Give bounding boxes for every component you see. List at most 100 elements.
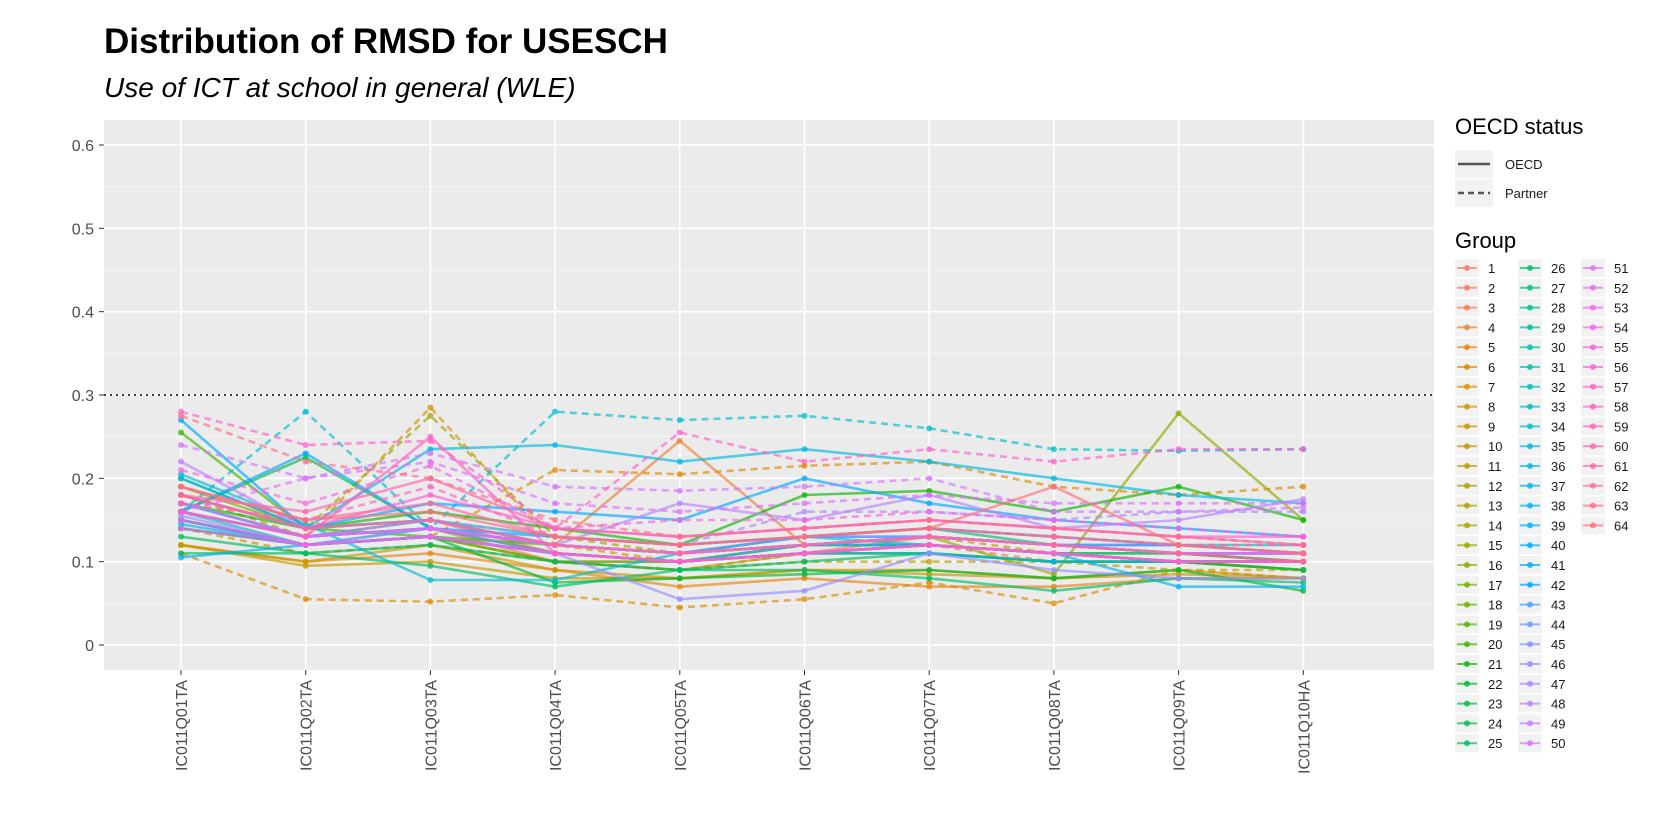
- legend-key-point: [1527, 562, 1533, 568]
- data-point: [178, 492, 184, 498]
- data-point: [926, 492, 933, 498]
- data-point: [1300, 496, 1307, 503]
- data-point: [801, 587, 808, 594]
- data-point: [676, 471, 683, 478]
- x-tick-label: IC011Q01TA: [174, 680, 191, 771]
- legend-label: 37: [1551, 479, 1565, 494]
- legend-label: 27: [1551, 281, 1565, 296]
- data-point: [302, 508, 309, 515]
- legend-key-point: [1590, 403, 1596, 410]
- data-point: [676, 533, 683, 540]
- data-point: [302, 525, 309, 532]
- x-tick-label: IC011Q07TA: [922, 680, 939, 771]
- legend-key-point: [1464, 720, 1470, 727]
- legend-key-point: [1527, 482, 1533, 489]
- legend-key-point: [1527, 304, 1533, 311]
- data-point: [552, 508, 559, 515]
- legend-title-group: Group: [1455, 228, 1516, 253]
- data-point: [427, 500, 434, 507]
- legend-label: 56: [1614, 360, 1628, 375]
- legend-label: 54: [1614, 320, 1628, 335]
- legend-label: 5: [1488, 340, 1495, 355]
- data-point: [1050, 458, 1057, 465]
- data-point: [676, 596, 683, 603]
- x-tick-label: IC011Q08TA: [1047, 680, 1064, 771]
- data-point: [1175, 525, 1182, 532]
- series-line: [180, 485, 1304, 555]
- legend-key-point: [1590, 383, 1596, 390]
- legend-label: 61: [1614, 459, 1628, 474]
- legend-label: 6: [1488, 360, 1495, 375]
- data-point: [552, 533, 559, 540]
- data-point: [427, 450, 434, 457]
- data-point: [1050, 533, 1057, 540]
- series-line: [180, 464, 1304, 538]
- data-point: [1050, 446, 1057, 453]
- x-tick-label: IC011Q09TA: [1172, 680, 1189, 771]
- data-point: [676, 437, 683, 444]
- data-point: [676, 417, 683, 423]
- data-point: [427, 598, 434, 605]
- legend-label: 49: [1551, 716, 1565, 731]
- legend-key-point: [1464, 443, 1470, 450]
- legend-label: 53: [1614, 301, 1628, 316]
- data-point: [1050, 567, 1057, 573]
- legend-key-point: [1464, 383, 1470, 390]
- series-line: [180, 460, 1304, 547]
- data-point: [1175, 410, 1182, 417]
- data-point: [427, 542, 434, 548]
- legend-key-point: [1464, 364, 1470, 370]
- data-point: [302, 596, 309, 603]
- y-tick-label: 0: [85, 638, 94, 655]
- x-tick-label: IC011Q04TA: [548, 680, 565, 771]
- series-group: [178, 442, 1307, 532]
- data-point: [552, 577, 559, 583]
- series-group: [178, 483, 1307, 557]
- data-point: [1300, 558, 1307, 565]
- series-line: [180, 414, 1304, 547]
- legend-label: 38: [1551, 499, 1565, 514]
- legend: OECD statusOECDPartnerGroup1234567891011…: [1455, 114, 1628, 753]
- data-point: [676, 567, 683, 573]
- data-point: [302, 454, 309, 461]
- data-point: [1050, 475, 1057, 482]
- legend-label: 7: [1488, 380, 1495, 395]
- data-point: [1175, 571, 1182, 578]
- data-point: [427, 404, 434, 411]
- data-point: [427, 483, 434, 490]
- data-point: [178, 483, 184, 490]
- legend-label: 1: [1488, 261, 1495, 276]
- data-point: [427, 462, 434, 469]
- data-point: [427, 517, 434, 523]
- data-point: [552, 525, 559, 532]
- x-tick-label: IC011Q02TA: [299, 680, 316, 771]
- legend-key-point: [1590, 284, 1596, 291]
- data-point: [1050, 571, 1057, 578]
- legend-key-point: [1527, 680, 1533, 687]
- data-point: [801, 533, 808, 540]
- legend-label: 11: [1488, 459, 1502, 474]
- data-point: [926, 542, 933, 548]
- data-point: [1300, 508, 1307, 515]
- data-point: [926, 567, 933, 573]
- y-tick-label: 0.4: [72, 305, 94, 322]
- data-point: [427, 446, 434, 453]
- legend-label: 51: [1614, 261, 1628, 276]
- legend-key-point: [1527, 383, 1533, 390]
- legend-key-point: [1527, 601, 1533, 608]
- series-line: [180, 552, 1304, 609]
- legend-label: 13: [1488, 499, 1502, 514]
- legend-label: 19: [1488, 617, 1502, 632]
- y-tick-label: 0.2: [72, 471, 94, 488]
- legend-label: 12: [1488, 479, 1502, 494]
- legend-label: 16: [1488, 558, 1502, 573]
- legend-label: 34: [1551, 419, 1565, 434]
- data-point: [1300, 504, 1307, 511]
- data-point: [1175, 550, 1182, 557]
- data-point: [552, 408, 559, 415]
- data-point: [926, 508, 933, 515]
- data-point: [552, 567, 559, 573]
- data-point: [552, 542, 559, 548]
- legend-key-point: [1527, 284, 1533, 291]
- data-point: [926, 475, 933, 482]
